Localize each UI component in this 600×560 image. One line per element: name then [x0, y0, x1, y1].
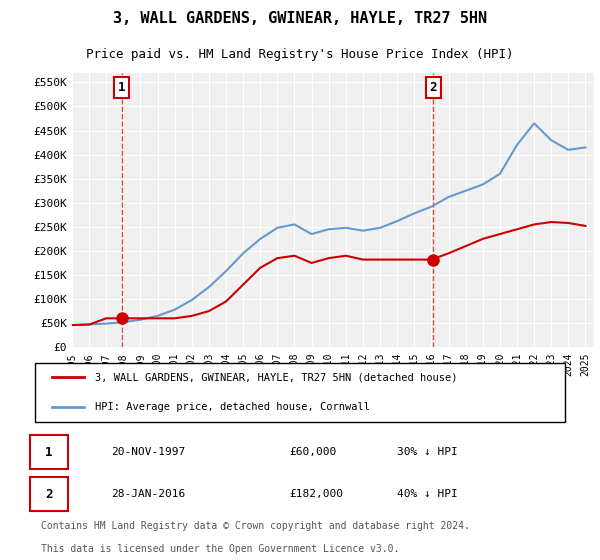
FancyBboxPatch shape [30, 477, 68, 511]
Text: 30% ↓ HPI: 30% ↓ HPI [397, 447, 458, 457]
Text: 2: 2 [45, 488, 53, 501]
FancyBboxPatch shape [35, 363, 565, 422]
Text: Contains HM Land Registry data © Crown copyright and database right 2024.: Contains HM Land Registry data © Crown c… [41, 521, 470, 531]
Text: £182,000: £182,000 [289, 489, 343, 499]
Text: 40% ↓ HPI: 40% ↓ HPI [397, 489, 458, 499]
Text: 3, WALL GARDENS, GWINEAR, HAYLE, TR27 5HN: 3, WALL GARDENS, GWINEAR, HAYLE, TR27 5H… [113, 11, 487, 26]
Text: 1: 1 [45, 446, 53, 459]
Text: 3, WALL GARDENS, GWINEAR, HAYLE, TR27 5HN (detached house): 3, WALL GARDENS, GWINEAR, HAYLE, TR27 5H… [95, 372, 457, 382]
Text: £60,000: £60,000 [289, 447, 337, 457]
Text: HPI: Average price, detached house, Cornwall: HPI: Average price, detached house, Corn… [95, 402, 370, 412]
Text: Price paid vs. HM Land Registry's House Price Index (HPI): Price paid vs. HM Land Registry's House … [86, 48, 514, 61]
FancyBboxPatch shape [30, 436, 68, 469]
Text: This data is licensed under the Open Government Licence v3.0.: This data is licensed under the Open Gov… [41, 544, 399, 554]
Text: 2: 2 [430, 81, 437, 94]
Text: 28-JAN-2016: 28-JAN-2016 [111, 489, 185, 499]
Text: 20-NOV-1997: 20-NOV-1997 [111, 447, 185, 457]
Text: 1: 1 [118, 81, 125, 94]
